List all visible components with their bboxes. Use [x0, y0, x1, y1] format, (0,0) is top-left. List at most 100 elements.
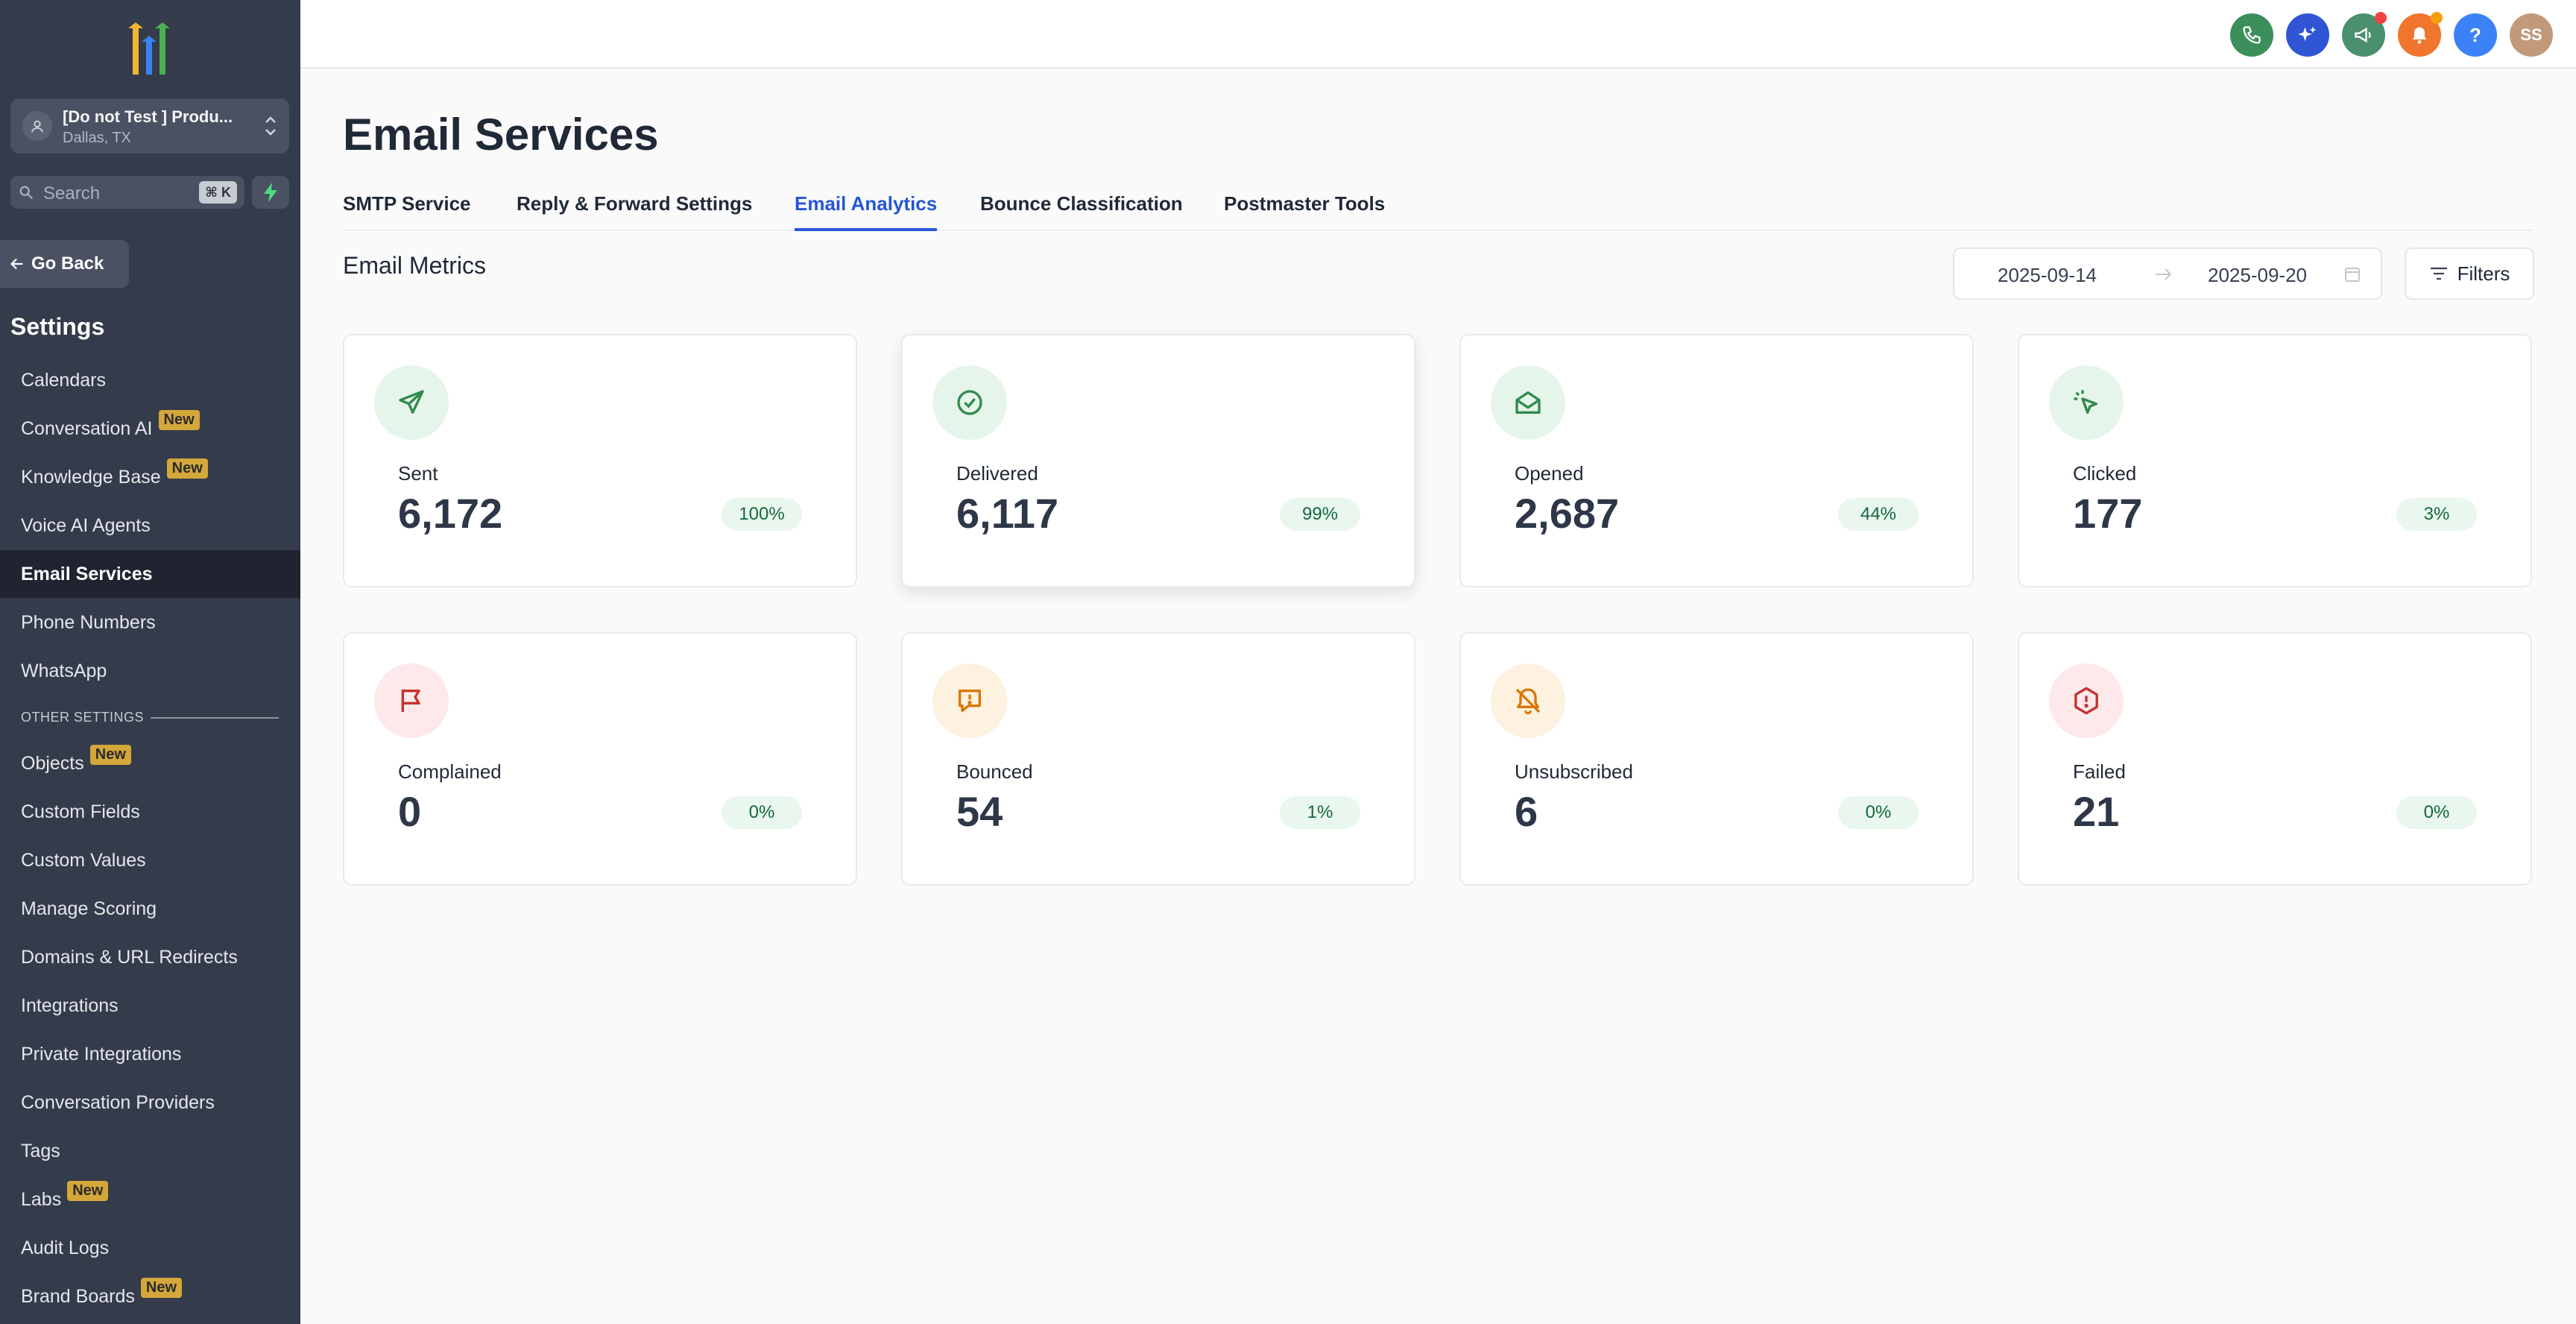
sidebar-item-brand-boards[interactable]: Brand Boards New [0, 1273, 300, 1320]
location-switcher[interactable]: [Do not Test ] Produ... Dallas, TX [10, 98, 289, 154]
phone-button[interactable] [2230, 13, 2273, 57]
sidebar-item-custom-values[interactable]: Custom Values [0, 836, 300, 884]
metric-card-bounced: Bounced 54 1% [901, 632, 1415, 886]
metric-value: 0 [398, 788, 422, 835]
go-back-button[interactable]: Go Back [0, 240, 129, 288]
sidebar-item-tags[interactable]: Tags [0, 1127, 300, 1175]
metric-card-complained: Complained 0 0% [343, 632, 857, 886]
help-button[interactable]: ? [2454, 13, 2497, 57]
avatar-initials: SS [2520, 25, 2542, 44]
date-start[interactable]: 2025-09-14 [1998, 264, 2097, 286]
search-icon [18, 184, 34, 201]
quick-actions-button[interactable] [252, 176, 289, 209]
metric-label: Opened [1515, 462, 1584, 485]
metric-label: Bounced [956, 760, 1033, 783]
metric-percent-badge: 99% [1280, 498, 1360, 531]
sidebar-item-voice-ai-agents[interactable]: Voice AI Agents [0, 502, 300, 549]
megaphone-icon [2353, 25, 2374, 45]
alert-hexagon-icon [2049, 663, 2124, 738]
tab-postmaster-tools[interactable]: Postmaster Tools [1224, 192, 1386, 215]
date-range-picker[interactable]: 2025-09-14 2025-09-20 [1953, 248, 2382, 300]
new-badge: New [140, 1277, 182, 1298]
sidebar-item-custom-fields[interactable]: Custom Fields [0, 788, 300, 836]
section-title: Email Metrics [343, 252, 487, 279]
filters-button[interactable]: Filters [2405, 248, 2534, 300]
search-placeholder: Search [43, 183, 101, 204]
sidebar-item-audit-logs[interactable]: Audit Logs [0, 1224, 300, 1272]
user-avatar[interactable]: SS [2510, 13, 2553, 57]
sparkle-button[interactable] [2286, 13, 2329, 57]
metric-percent-badge: 0% [1838, 796, 1919, 829]
sidebar-item-label: Custom Values [21, 849, 146, 871]
metric-value: 6,117 [956, 490, 1059, 537]
search-input[interactable]: Search ⌘ K [10, 176, 244, 209]
date-end[interactable]: 2025-09-20 [2208, 264, 2307, 286]
sidebar-item-calendars[interactable]: Calendars [0, 356, 300, 404]
new-badge: New [67, 1180, 109, 1201]
sidebar-item-label: Custom Fields [21, 801, 140, 822]
sidebar-item-label: Email Services [21, 563, 153, 584]
filter-icon [2430, 267, 2447, 280]
bell-icon [2409, 25, 2430, 45]
app-logo[interactable] [119, 22, 179, 75]
metric-percent-badge: 1% [1280, 796, 1360, 829]
sidebar-item-manage-scoring[interactable]: Manage Scoring [0, 885, 300, 933]
sidebar-item-label: Objects [21, 752, 84, 774]
metric-percent-badge: 0% [722, 796, 802, 829]
sidebar-item-label: Calendars [21, 369, 106, 391]
metric-label: Sent [398, 462, 438, 485]
metric-value: 6 [1515, 788, 1538, 835]
help-icon: ? [2469, 23, 2481, 46]
sidebar-item-conversation-ai[interactable]: Conversation AI New [0, 405, 300, 453]
sidebar-item-label: Conversation Providers [21, 1091, 215, 1113]
mail-open-icon [1491, 365, 1565, 440]
sidebar-item-whatsapp[interactable]: WhatsApp [0, 647, 300, 695]
sidebar-item-objects[interactable]: Objects New [0, 740, 300, 787]
tab-smtp-service[interactable]: SMTP Service [343, 192, 471, 215]
metric-card-failed: Failed 21 0% [2018, 632, 2532, 886]
sidebar-item-email-services[interactable]: Email Services [0, 550, 300, 598]
sidebar-item-label: Tags [21, 1140, 60, 1161]
metric-card-delivered: Delivered 6,117 99% [901, 334, 1415, 587]
sidebar-item-label: Phone Numbers [21, 611, 156, 633]
filters-label: Filters [2457, 262, 2510, 285]
sidebar-item-label: Knowledge Base [21, 466, 161, 488]
phone-icon [2241, 25, 2262, 45]
new-badge: New [89, 744, 131, 765]
sidebar-item-private-integrations[interactable]: Private Integrations [0, 1030, 300, 1078]
search-shortcut: ⌘ K [199, 181, 237, 204]
go-back-label: Go Back [31, 253, 104, 274]
metric-value: 54 [956, 788, 1003, 835]
tab-reply-forward-settings[interactable]: Reply & Forward Settings [517, 192, 753, 215]
location-icon [22, 111, 52, 141]
sidebar-item-knowledge-base[interactable]: Knowledge Base New [0, 453, 300, 501]
sidebar-item-label: Integrations [21, 994, 119, 1016]
tab-bounce-classification[interactable]: Bounce Classification [980, 192, 1183, 215]
sidebar-item-conversation-providers[interactable]: Conversation Providers [0, 1079, 300, 1126]
sidebar-item-phone-numbers[interactable]: Phone Numbers [0, 599, 300, 646]
metric-card-clicked: Clicked 177 3% [2018, 334, 2532, 587]
cursor-click-icon [2049, 365, 2124, 440]
metric-value: 177 [2073, 490, 2143, 537]
notification-dot [2375, 12, 2387, 24]
divider [151, 717, 279, 719]
arrow-left-icon [10, 258, 23, 270]
sidebar-item-label: Private Integrations [21, 1043, 182, 1065]
sidebar-item-integrations[interactable]: Integrations [0, 982, 300, 1030]
sparkle-icon [2297, 25, 2318, 45]
bell-button[interactable] [2398, 12, 2443, 57]
metric-card-opened: Opened 2,687 44% [1459, 334, 1974, 587]
sidebar-item-labs[interactable]: Labs New [0, 1176, 300, 1223]
tab-email-analytics[interactable]: Email Analytics [795, 188, 938, 231]
sidebar-item-label: Manage Scoring [21, 898, 157, 919]
metric-percent-badge: 3% [2396, 498, 2477, 531]
metric-percent-badge: 44% [1838, 498, 1919, 531]
sidebar-item-label: WhatsApp [21, 660, 107, 681]
sidebar-item-label: Domains & URL Redirects [21, 946, 238, 968]
megaphone-button[interactable] [2342, 12, 2387, 57]
other-settings-label: OTHER SETTINGS [21, 710, 145, 725]
sidebar-item-domains-url-redirects[interactable]: Domains & URL Redirects [0, 933, 300, 981]
alert-message-icon [932, 663, 1007, 738]
top-bar: ? SS [300, 0, 2576, 69]
sidebar: [Do not Test ] Produ... Dallas, TX Searc… [0, 0, 300, 1324]
